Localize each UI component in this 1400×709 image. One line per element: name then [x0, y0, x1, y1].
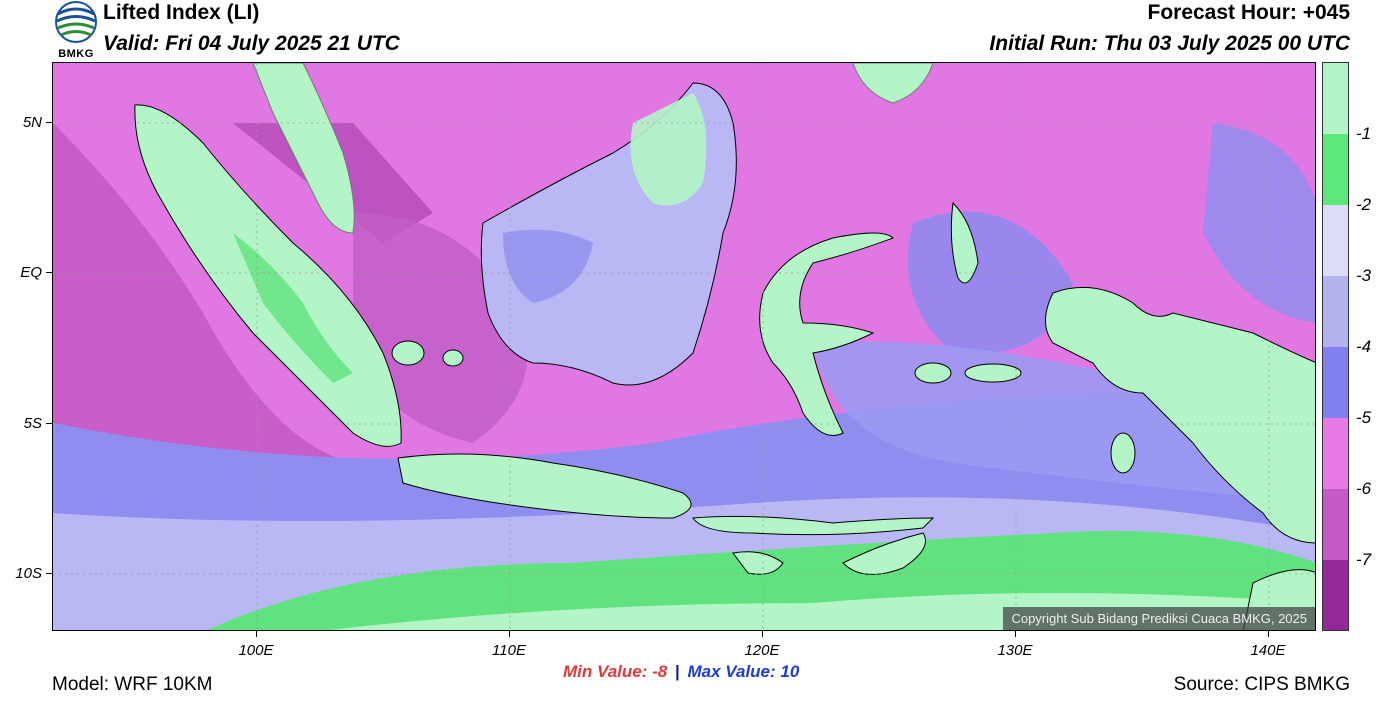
y-tick — [46, 272, 52, 273]
min-label: Min Value: — [563, 662, 648, 681]
borneo-interior-blue — [503, 229, 593, 303]
lifted-index-map: Copyright Sub Bidang Prediksi Cuaca BMKG… — [52, 62, 1316, 631]
java-land — [397, 453, 692, 519]
x-tick — [1015, 631, 1016, 637]
bmkg-logo-icon — [55, 1, 97, 43]
max-label: Max Value: — [687, 662, 776, 681]
y-label-10s: 10S — [15, 565, 42, 582]
aru-islands — [1110, 432, 1136, 474]
y-tick — [46, 423, 52, 424]
x-label-100e: 100E — [238, 642, 274, 659]
colorbar-segment — [1323, 418, 1348, 489]
chart-title: Lifted Index (LI) — [103, 1, 260, 24]
y-label-5n: 5N — [22, 114, 42, 131]
bmkg-logo: BMKG — [52, 0, 100, 62]
x-label-140e: 140E — [1250, 642, 1286, 659]
colorbar-label: -6 — [1356, 479, 1372, 498]
lesser-sunda-land — [692, 515, 935, 536]
y-tick — [46, 573, 52, 574]
colorbar-segment — [1323, 489, 1348, 560]
max-value: 10 — [780, 662, 800, 681]
y-label-5s: 5S — [23, 415, 42, 432]
y-label-eq: EQ — [20, 264, 42, 281]
borneo-north-green — [630, 93, 707, 206]
philippines-land — [852, 63, 934, 104]
colorbar-label: -4 — [1356, 337, 1372, 356]
colorbar-label: -1 — [1356, 124, 1372, 143]
seram-island — [964, 363, 1022, 383]
colorbar-segment — [1323, 205, 1348, 276]
min-max-values: Min Value: -8 | Max Value: 10 — [563, 662, 799, 682]
colorbar-label: -7 — [1356, 550, 1372, 569]
sumatra-green-patch — [233, 233, 353, 383]
valid-time: Valid: Fri 04 July 2025 21 UTC — [103, 32, 400, 55]
colorbar-segment — [1323, 63, 1348, 134]
west-dark-field — [53, 123, 353, 493]
x-label-120e: 120E — [744, 642, 780, 659]
halmahera-land — [950, 201, 979, 284]
map-canvas — [53, 63, 1315, 630]
colorbar — [1322, 62, 1349, 631]
colorbar-label: -3 — [1356, 266, 1372, 285]
colorbar-segment — [1323, 276, 1348, 347]
copyright-notice: Copyright Sub Bidang Prediksi Cuaca BMKG… — [1003, 607, 1315, 630]
graticule — [53, 63, 1315, 630]
stats-separator: | — [674, 662, 680, 681]
y-tick — [46, 122, 52, 123]
initial-run: Initial Run: Thu 03 July 2025 00 UTC — [989, 32, 1350, 55]
x-tick — [256, 631, 257, 637]
belitung-island — [442, 349, 464, 367]
min-value: -8 — [652, 662, 668, 681]
x-tick — [762, 631, 763, 637]
colorbar-label: -5 — [1356, 408, 1372, 427]
colorbar-label: -2 — [1356, 195, 1372, 214]
maluku-blue-field — [908, 211, 1073, 355]
model-label: Model: WRF 10KM — [52, 674, 213, 695]
bangka-island — [391, 340, 425, 366]
colorbar-segment — [1323, 134, 1348, 205]
colorbar-segment — [1323, 560, 1348, 630]
buru-island — [914, 362, 952, 384]
forecast-hour: Forecast Hour: +045 — [1147, 1, 1351, 24]
source-label: Source: CIPS BMKG — [1173, 674, 1350, 695]
sulawesi-land — [759, 232, 894, 436]
x-label-110e: 110E — [492, 642, 526, 659]
x-tick — [509, 631, 510, 637]
malay-peninsula-land — [252, 63, 355, 234]
timor-land — [842, 532, 926, 575]
colorbar-segment — [1323, 347, 1348, 418]
x-label-130e: 130E — [997, 642, 1033, 659]
x-tick — [1268, 631, 1269, 637]
new-guinea-land — [1045, 286, 1315, 544]
logo-text: BMKG — [58, 48, 94, 60]
